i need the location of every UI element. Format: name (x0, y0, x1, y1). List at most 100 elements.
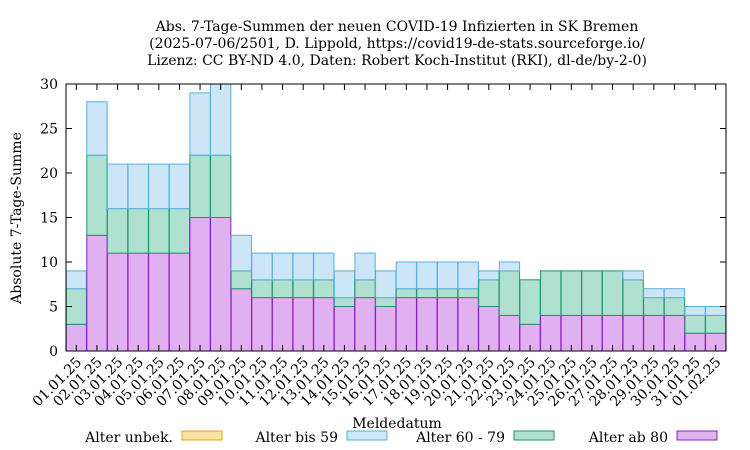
bar-segment (148, 163, 170, 210)
bar-segment (643, 288, 665, 299)
bar-segment (86, 234, 108, 352)
bar-segment (148, 252, 170, 352)
bar-segment (705, 314, 727, 334)
y-axis: 0 5 10 15 20 25 30 (40, 77, 726, 360)
bar-segment (560, 270, 582, 316)
legend-swatch (513, 430, 555, 441)
bar-segment (498, 261, 521, 272)
bar-segment (457, 261, 479, 290)
bar-segment (395, 261, 417, 290)
bar-segment (313, 252, 335, 281)
bar-segment (189, 92, 211, 156)
bar-segment (168, 163, 191, 210)
y-tick-label: 15 (40, 211, 58, 227)
plot-frame (65, 83, 727, 352)
legend-swatch (346, 430, 388, 441)
y-tick-label: 20 (40, 166, 58, 182)
bar-segment (354, 279, 376, 299)
bar-segment (436, 288, 459, 299)
bar-segment (581, 270, 603, 316)
bar-segment (601, 270, 624, 316)
bar-segment (457, 288, 479, 299)
bar-segment (251, 297, 273, 352)
bar-segment (292, 297, 314, 352)
bar-segment (684, 314, 706, 334)
legend-label: Alter 60 - 79 (415, 430, 505, 446)
bar-segment (251, 252, 273, 281)
title-line-1: Abs. 7-Tage-Summen der neuen COVID-19 In… (155, 19, 639, 35)
bar-segment (127, 163, 149, 210)
bar-segment (622, 279, 644, 316)
bar-segment (210, 217, 232, 352)
legend: Alter unbek. Alter bis 59 Alter 60 - 79 Alt… (84, 430, 718, 446)
title-line-2: (2025-07-06/2501, D. Lippold, https://co… (149, 36, 645, 52)
bar-segment (106, 163, 129, 210)
bar-segment (519, 279, 541, 325)
bar-segment (457, 297, 479, 352)
x-axis-label: Meldedatum (352, 416, 442, 432)
bar-segment (168, 208, 191, 254)
legend-label: Alter bis 59 (254, 430, 338, 446)
bar-segment (148, 208, 170, 254)
title-line-3: Lizenz: CC BY-ND 4.0, Daten: Robert Koch… (147, 53, 647, 69)
y-tick-label: 30 (40, 77, 58, 93)
bar-segment (354, 297, 376, 352)
bar-segment (333, 270, 356, 299)
bar-segment (705, 306, 727, 316)
bar-segment (271, 252, 294, 281)
bar-segment (251, 279, 273, 299)
bar-segment (498, 270, 521, 316)
bar-segment (684, 306, 706, 316)
y-tick-label: 0 (49, 344, 58, 360)
bar-segment (395, 288, 417, 299)
y-tick-label: 25 (40, 122, 58, 138)
bar-segment (416, 297, 438, 352)
y-tick-label: 5 (49, 300, 58, 316)
bar-segment (478, 306, 500, 352)
bar-segment (189, 217, 211, 352)
bar-segment (313, 279, 335, 299)
bar-segment (375, 297, 397, 308)
bar-segment (478, 279, 500, 307)
bar-segment (313, 297, 335, 352)
bar-segment (65, 270, 87, 290)
bars-layer (65, 83, 727, 352)
bar-segment (333, 297, 356, 308)
bar-segment (436, 297, 459, 352)
bar-segment (292, 252, 314, 281)
bar-segment (333, 306, 356, 352)
bar-segment (86, 101, 108, 156)
bar-segment (395, 297, 417, 352)
bar-segment (168, 252, 191, 352)
x-axis: 01.01.2502.01.2503.01.2504.01.2505.01.25… (30, 84, 725, 410)
bar-segment (375, 270, 397, 299)
legend-swatch (676, 430, 718, 441)
bar-segment (86, 154, 108, 236)
bar-segment (643, 297, 665, 316)
bar-segment (230, 288, 252, 352)
chart-title: Abs. 7-Tage-Summen der neuen COVID-19 In… (147, 19, 647, 69)
bar-segment (230, 234, 252, 272)
bar-segment (127, 252, 149, 352)
bar-segment (416, 261, 438, 290)
bar-segment (292, 279, 314, 299)
bar-segment (622, 270, 644, 281)
bar-segment (416, 288, 438, 299)
bar-segment (106, 252, 129, 352)
bar-segment (127, 208, 149, 254)
bar-segment (189, 154, 211, 218)
bar-segment (271, 279, 294, 299)
bar-segment (436, 261, 459, 290)
legend-label: Alter ab 80 (588, 430, 668, 446)
bar-segment (210, 154, 232, 218)
bar-segment (210, 83, 232, 156)
bar-segment (540, 270, 562, 316)
legend-swatch (181, 430, 223, 441)
bar-segment (663, 288, 686, 299)
bar-segment (230, 270, 252, 290)
bar-segment (106, 208, 129, 254)
legend-label: Alter unbek. (84, 430, 173, 446)
bar-segment (354, 252, 376, 281)
bar-segment (375, 306, 397, 352)
